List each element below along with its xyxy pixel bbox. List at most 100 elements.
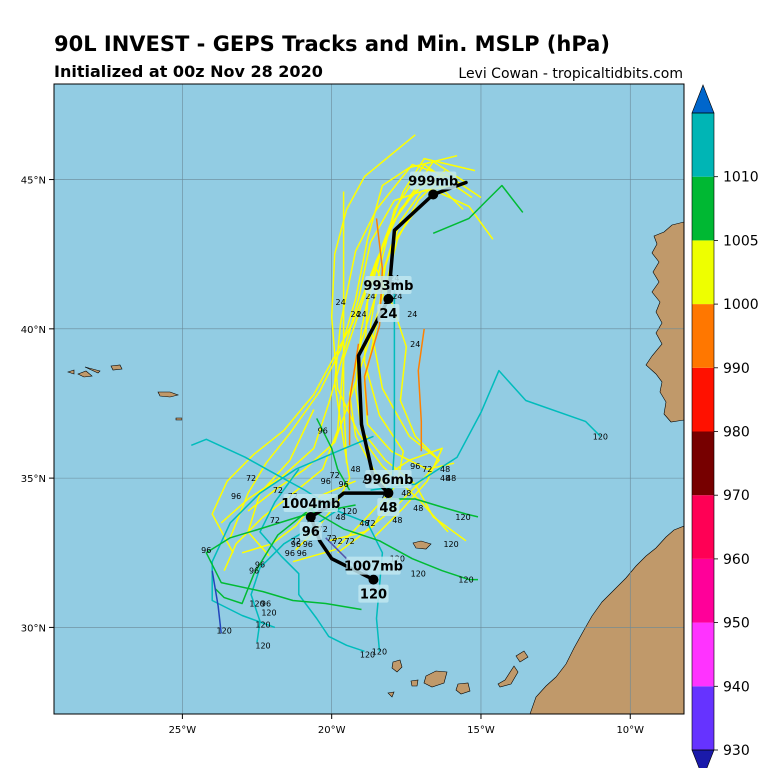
colorbar-segment xyxy=(692,176,714,241)
colorbar-tick-label: 1010 xyxy=(723,170,759,186)
mean-hour-label-box xyxy=(358,584,389,603)
hour-label: 120 xyxy=(458,576,473,585)
hour-label: 24 xyxy=(407,310,417,319)
hour-label: 72 xyxy=(246,474,256,483)
colorbar-segment xyxy=(692,113,714,177)
colorbar-tick-label: 1000 xyxy=(723,297,759,313)
member-track-line xyxy=(417,328,425,452)
mean-pressure-label: 993mb xyxy=(363,279,413,294)
mean-track-point xyxy=(383,488,394,499)
colorbar-tick-label: 960 xyxy=(723,552,750,568)
hour-label: 48 xyxy=(336,513,346,522)
ocean-background xyxy=(54,84,684,714)
colorbar-segment xyxy=(692,622,714,687)
land-canary-7 xyxy=(387,691,395,698)
hour-label: 120 xyxy=(249,600,264,609)
hour-label: 72 xyxy=(333,537,343,546)
member-track-line xyxy=(370,369,601,491)
hour-label: 96 xyxy=(410,462,420,471)
member-track-line xyxy=(342,191,348,464)
colorbar-segment xyxy=(692,495,714,559)
member-track-line xyxy=(354,169,467,542)
land-layer xyxy=(67,221,684,714)
hour-label: 24 xyxy=(356,310,366,319)
mean-pressure-label: 999mb xyxy=(408,174,458,189)
hour-label: 24 xyxy=(336,298,346,307)
x-axis-ticks: 25°W 20°W 15°W 10°W xyxy=(169,714,644,736)
hour-label: 96 xyxy=(261,600,271,609)
hour-label: 72 xyxy=(270,516,280,525)
hour-label: 24 xyxy=(392,292,402,301)
colorbar-segment xyxy=(692,686,714,750)
hour-label: 48 xyxy=(446,474,456,483)
hour-label: 96 xyxy=(201,546,211,555)
mean-pressure-label: 1004mb xyxy=(281,497,340,512)
hour-label: 72 xyxy=(330,471,340,480)
y-axis-ticks: 30°N 35°N 40°N 45°N xyxy=(21,176,54,634)
hour-label: 48 xyxy=(350,465,360,474)
member-track-line xyxy=(259,468,365,653)
colorbar-tick-label: 940 xyxy=(723,679,750,695)
hour-label: 96 xyxy=(291,540,301,549)
chart-title: 90L INVEST - GEPS Tracks and Min. MSLP (… xyxy=(54,32,610,56)
map-frame xyxy=(53,83,685,715)
land-azores-4 xyxy=(110,364,123,371)
hour-label: 24 xyxy=(350,310,360,319)
hour-label: 120 xyxy=(593,432,608,441)
colorbar-segment xyxy=(692,558,714,623)
y-tick-label: 45°N xyxy=(21,176,46,187)
member-track-line xyxy=(292,157,476,563)
hour-label: 120 xyxy=(411,570,426,579)
member-track-line xyxy=(211,570,222,634)
colorbar-tick-label: 970 xyxy=(723,488,750,504)
land-madeira xyxy=(412,540,432,550)
chart-subtitle: Initialized at 00z Nov 28 2020 xyxy=(54,62,323,81)
hour-label: 120 xyxy=(255,641,270,650)
member-track-line xyxy=(388,498,479,518)
colorbar-tick-label: 950 xyxy=(723,616,750,632)
x-tick-label: 10°W xyxy=(616,725,644,736)
y-tick-label: 30°N xyxy=(21,623,46,634)
land-canary-2 xyxy=(410,679,419,687)
member-track-line xyxy=(211,435,374,629)
member-track-line xyxy=(348,343,360,446)
mean-track-point xyxy=(305,511,316,522)
mean-pressure-label-box xyxy=(283,493,338,512)
land-azores-5 xyxy=(157,391,180,398)
hour-label: 72 xyxy=(318,525,328,534)
y-tick-label: 35°N xyxy=(21,474,46,485)
colorbar-segment xyxy=(692,367,714,432)
land-azores-1 xyxy=(67,369,75,375)
land-canary-6 xyxy=(515,650,529,663)
member-track-line xyxy=(205,504,362,611)
colorbar-tick-label: 1005 xyxy=(723,233,759,249)
mean-hour-label-box xyxy=(377,303,400,322)
credit-text: Levi Cowan - tropicaltidbits.com xyxy=(458,66,683,82)
land-azores-3 xyxy=(84,366,101,374)
land-africa xyxy=(529,525,684,714)
hour-label: 96 xyxy=(339,480,349,489)
land-canary-5 xyxy=(497,665,519,688)
hour-label: 120 xyxy=(342,507,357,516)
member-track-line xyxy=(432,184,524,234)
mean-track-point xyxy=(428,189,439,200)
colorbar-segment xyxy=(692,431,714,496)
hour-label: 48 xyxy=(392,516,402,525)
hour-label: 72 xyxy=(422,465,432,474)
colorbar-tick-label: 990 xyxy=(723,361,750,377)
x-tick-label: 25°W xyxy=(169,725,197,736)
hour-label: 24 xyxy=(365,292,375,301)
hour-label: 120 xyxy=(372,647,387,656)
hour-label: 96 xyxy=(285,549,295,558)
member-track-line xyxy=(316,418,351,491)
member-track-line xyxy=(247,172,482,512)
hour-label: 72 xyxy=(273,486,283,495)
member-track-line xyxy=(307,507,478,581)
hour-label: 120 xyxy=(360,650,375,659)
hour-label: 24 xyxy=(410,340,420,349)
land-canary-4 xyxy=(455,682,471,695)
colorbar-segment xyxy=(692,304,714,368)
hour-label: 48 xyxy=(413,504,423,513)
mean-pressure-label-box xyxy=(365,470,412,489)
hour-label: 48 xyxy=(359,519,369,528)
